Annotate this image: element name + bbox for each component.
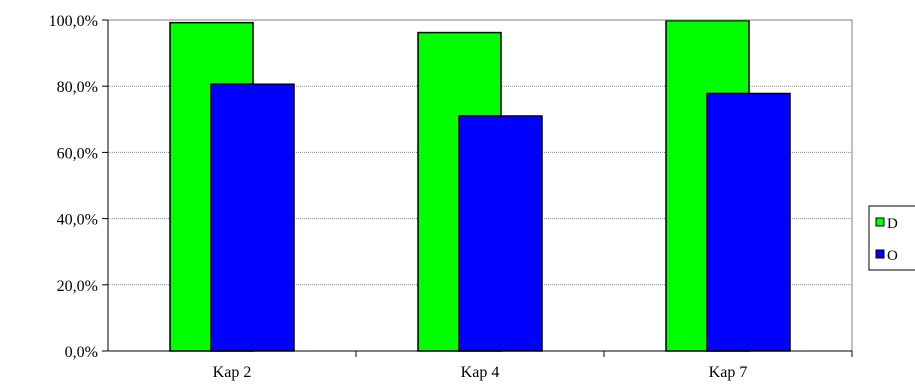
x-category-label: Kap 2: [213, 364, 252, 381]
bar-o-kap-2: [210, 83, 295, 352]
x-category-labels: Kap 2 Kap 4 Kap 7: [213, 364, 748, 381]
legend-label: O: [887, 248, 898, 264]
legend-label: D: [887, 216, 898, 232]
x-category-label: Kap 4: [461, 364, 500, 381]
y-tick-label: 60,0%: [57, 145, 98, 162]
legend-swatch: [875, 217, 885, 227]
legend: DO: [868, 205, 915, 271]
bar-o-kap-4: [458, 115, 543, 352]
legend-box: [868, 205, 915, 271]
y-tick-label: 40,0%: [57, 212, 98, 229]
y-tick-label: 0,0%: [65, 344, 98, 361]
axes: [102, 19, 853, 357]
y-tick-label: 20,0%: [57, 278, 98, 295]
bars: [169, 19, 791, 352]
y-tick-labels: 0,0% 20,0% 40,0% 60,0% 80,0% 100,0%: [49, 13, 98, 361]
x-category-label: Kap 7: [709, 364, 748, 381]
y-tick-label: 80,0%: [57, 79, 98, 96]
bar-o-kap-7: [706, 92, 791, 352]
y-tick-label: 100,0%: [49, 13, 98, 30]
legend-swatch: [875, 249, 885, 259]
